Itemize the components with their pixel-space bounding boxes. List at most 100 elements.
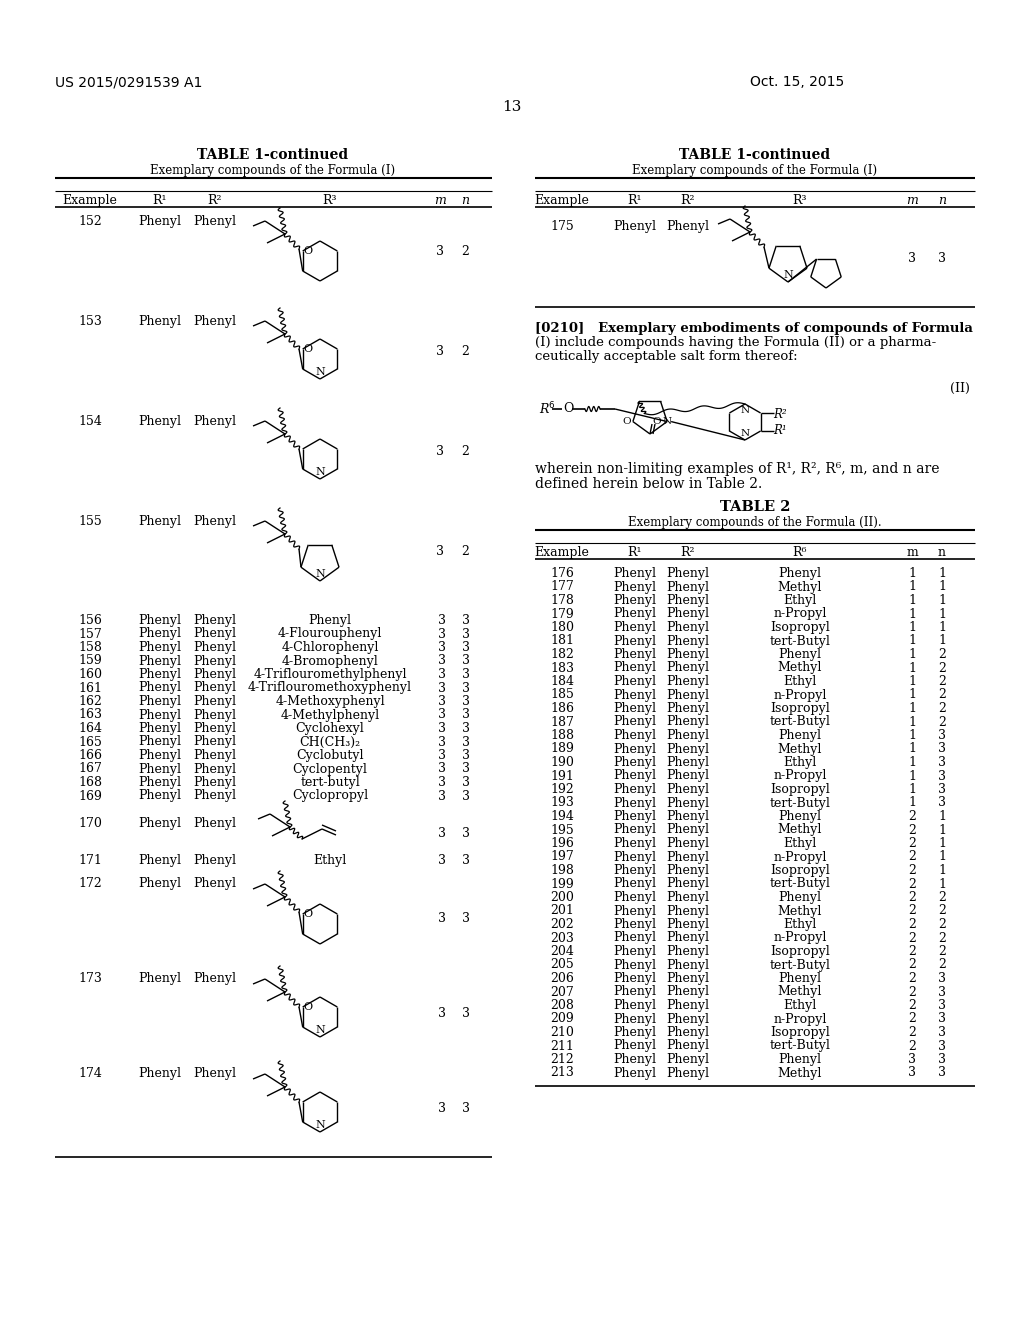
- Text: Phenyl: Phenyl: [138, 215, 181, 228]
- Text: 2: 2: [461, 246, 469, 257]
- Text: Phenyl: Phenyl: [613, 689, 656, 701]
- Text: 154: 154: [78, 414, 102, 428]
- Text: 192: 192: [550, 783, 573, 796]
- Text: 3: 3: [462, 1007, 470, 1020]
- Text: Phenyl: Phenyl: [613, 837, 656, 850]
- Text: n: n: [461, 194, 469, 207]
- Text: 3: 3: [938, 1067, 946, 1080]
- Text: 3: 3: [438, 681, 446, 694]
- Text: 156: 156: [78, 614, 102, 627]
- Text: 3: 3: [938, 1012, 946, 1026]
- Text: 163: 163: [78, 709, 102, 722]
- Text: 4-Flourouphenyl: 4-Flourouphenyl: [278, 627, 382, 640]
- Text: Phenyl: Phenyl: [194, 709, 237, 722]
- Text: Phenyl: Phenyl: [613, 878, 656, 891]
- Text: Phenyl: Phenyl: [613, 1026, 656, 1039]
- Text: 3: 3: [438, 709, 446, 722]
- Text: 1: 1: [908, 729, 916, 742]
- Text: Phenyl: Phenyl: [667, 742, 710, 755]
- Text: 3: 3: [462, 668, 470, 681]
- Text: 2: 2: [938, 689, 946, 701]
- Text: 1: 1: [938, 594, 946, 607]
- Text: 1: 1: [938, 837, 946, 850]
- Text: Phenyl: Phenyl: [138, 709, 181, 722]
- Text: Phenyl: Phenyl: [613, 945, 656, 958]
- Text: 1: 1: [908, 770, 916, 783]
- Text: 176: 176: [550, 568, 573, 579]
- Text: Phenyl: Phenyl: [778, 648, 821, 661]
- Text: 2: 2: [908, 917, 915, 931]
- Text: 1: 1: [908, 715, 916, 729]
- Text: Phenyl: Phenyl: [667, 865, 710, 876]
- Text: 3: 3: [908, 1053, 916, 1067]
- Text: Oct. 15, 2015: Oct. 15, 2015: [750, 75, 844, 88]
- Text: 1: 1: [908, 689, 916, 701]
- Text: 2: 2: [938, 904, 946, 917]
- Text: defined herein below in Table 2.: defined herein below in Table 2.: [535, 477, 762, 491]
- Text: 3: 3: [462, 709, 470, 722]
- Text: Phenyl: Phenyl: [138, 668, 181, 681]
- Text: 188: 188: [550, 729, 574, 742]
- Text: 174: 174: [78, 1067, 102, 1080]
- Text: Ethyl: Ethyl: [783, 756, 816, 770]
- Text: Phenyl: Phenyl: [138, 1067, 181, 1080]
- Text: TABLE 2: TABLE 2: [720, 500, 791, 513]
- Text: 3: 3: [938, 1026, 946, 1039]
- Text: 2: 2: [908, 972, 915, 985]
- Text: Phenyl: Phenyl: [613, 581, 656, 594]
- Text: 3: 3: [438, 696, 446, 708]
- Text: Phenyl: Phenyl: [667, 568, 710, 579]
- Text: 2: 2: [938, 932, 946, 945]
- Text: 162: 162: [78, 696, 102, 708]
- Text: Phenyl: Phenyl: [613, 850, 656, 863]
- Text: Phenyl: Phenyl: [138, 315, 181, 327]
- Text: Phenyl: Phenyl: [194, 668, 237, 681]
- Text: 3: 3: [938, 986, 946, 998]
- Text: wherein non-limiting examples of R¹, R², R⁶, m, and n are: wherein non-limiting examples of R¹, R²,…: [535, 462, 939, 477]
- Text: Isopropyl: Isopropyl: [770, 945, 829, 958]
- Text: 1: 1: [908, 620, 916, 634]
- Text: 3: 3: [462, 1102, 470, 1115]
- Text: 3: 3: [462, 735, 470, 748]
- Text: 13: 13: [503, 100, 521, 114]
- Text: 2: 2: [908, 932, 915, 945]
- Text: Phenyl: Phenyl: [667, 972, 710, 985]
- Text: 2: 2: [908, 850, 915, 863]
- Text: tert-Butyl: tert-Butyl: [770, 878, 830, 891]
- Text: 2: 2: [908, 824, 915, 837]
- Text: Phenyl: Phenyl: [194, 1067, 237, 1080]
- Text: Example: Example: [535, 194, 590, 207]
- Text: Phenyl: Phenyl: [667, 783, 710, 796]
- Text: Phenyl: Phenyl: [138, 854, 181, 867]
- Text: 1: 1: [938, 850, 946, 863]
- Text: Example: Example: [62, 194, 118, 207]
- Text: 2: 2: [908, 958, 915, 972]
- Text: tert-Butyl: tert-Butyl: [770, 958, 830, 972]
- Text: Phenyl: Phenyl: [194, 681, 237, 694]
- Text: 193: 193: [550, 796, 573, 809]
- Text: 3: 3: [938, 742, 946, 755]
- Text: Phenyl: Phenyl: [194, 614, 237, 627]
- Text: Phenyl: Phenyl: [138, 789, 181, 803]
- Text: N: N: [315, 367, 325, 378]
- Text: Phenyl: Phenyl: [194, 854, 237, 867]
- Text: Phenyl: Phenyl: [613, 756, 656, 770]
- Text: Ethyl: Ethyl: [783, 837, 816, 850]
- Text: 3: 3: [462, 828, 470, 840]
- Text: Phenyl: Phenyl: [778, 810, 821, 822]
- Text: m: m: [906, 546, 918, 558]
- Text: R³: R³: [793, 194, 807, 207]
- Text: Phenyl: Phenyl: [667, 917, 710, 931]
- Text: 2: 2: [938, 958, 946, 972]
- Text: Phenyl: Phenyl: [667, 878, 710, 891]
- Text: N: N: [663, 417, 672, 426]
- Text: R¹: R¹: [628, 194, 642, 207]
- Text: Phenyl: Phenyl: [667, 1053, 710, 1067]
- Text: Phenyl: Phenyl: [194, 515, 237, 528]
- Text: 3: 3: [438, 1007, 446, 1020]
- Text: R³: R³: [323, 194, 337, 207]
- Text: Phenyl: Phenyl: [613, 783, 656, 796]
- Text: 181: 181: [550, 635, 574, 648]
- Text: 177: 177: [550, 581, 573, 594]
- Text: R²: R²: [773, 408, 787, 421]
